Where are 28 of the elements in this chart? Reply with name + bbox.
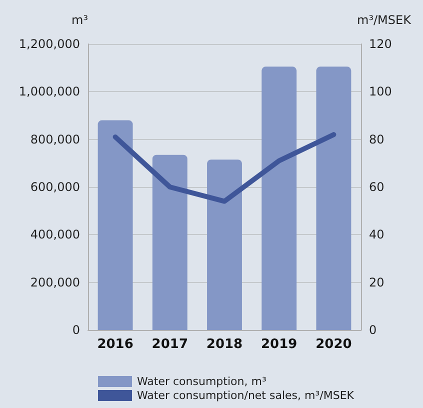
y-tick-label: 0 bbox=[72, 323, 80, 337]
y-tick-label: 200,000 bbox=[30, 275, 80, 290]
bar bbox=[316, 66, 352, 330]
legend-label: Water consumption, m³ bbox=[137, 375, 266, 388]
x-tick-label: 2018 bbox=[206, 337, 243, 352]
y2-tick-label: 120 bbox=[369, 37, 392, 51]
bar bbox=[152, 154, 188, 330]
y-tick-label: 1,000,000 bbox=[18, 84, 80, 99]
y-axis-title: m³ bbox=[72, 13, 88, 27]
y2-tick-label: 20 bbox=[369, 275, 384, 290]
y2-axis-title: m³/MSEK bbox=[357, 13, 412, 27]
y2-tick-label: 40 bbox=[369, 228, 384, 242]
x-tick-label: 2019 bbox=[261, 337, 298, 352]
x-tick-label: 2020 bbox=[316, 337, 352, 352]
y2-tick-label: 100 bbox=[369, 84, 392, 99]
y-tick-label: 1,200,000 bbox=[18, 37, 80, 51]
y-tick-label: 600,000 bbox=[30, 180, 80, 194]
x-tick-label: 2016 bbox=[97, 337, 134, 352]
bar bbox=[262, 66, 297, 330]
x-tick-label: 2017 bbox=[152, 337, 188, 352]
y2-tick-label: 80 bbox=[369, 132, 384, 146]
y2-tick-label: 0 bbox=[369, 323, 377, 337]
bar bbox=[207, 160, 242, 330]
y-tick-label: 800,000 bbox=[30, 132, 80, 146]
y2-tick-label: 60 bbox=[369, 180, 384, 194]
y-tick-label: 400,000 bbox=[30, 228, 80, 242]
legend-label: Water consumption/net sales, m³/MSEK bbox=[137, 389, 355, 402]
bar bbox=[98, 120, 133, 330]
